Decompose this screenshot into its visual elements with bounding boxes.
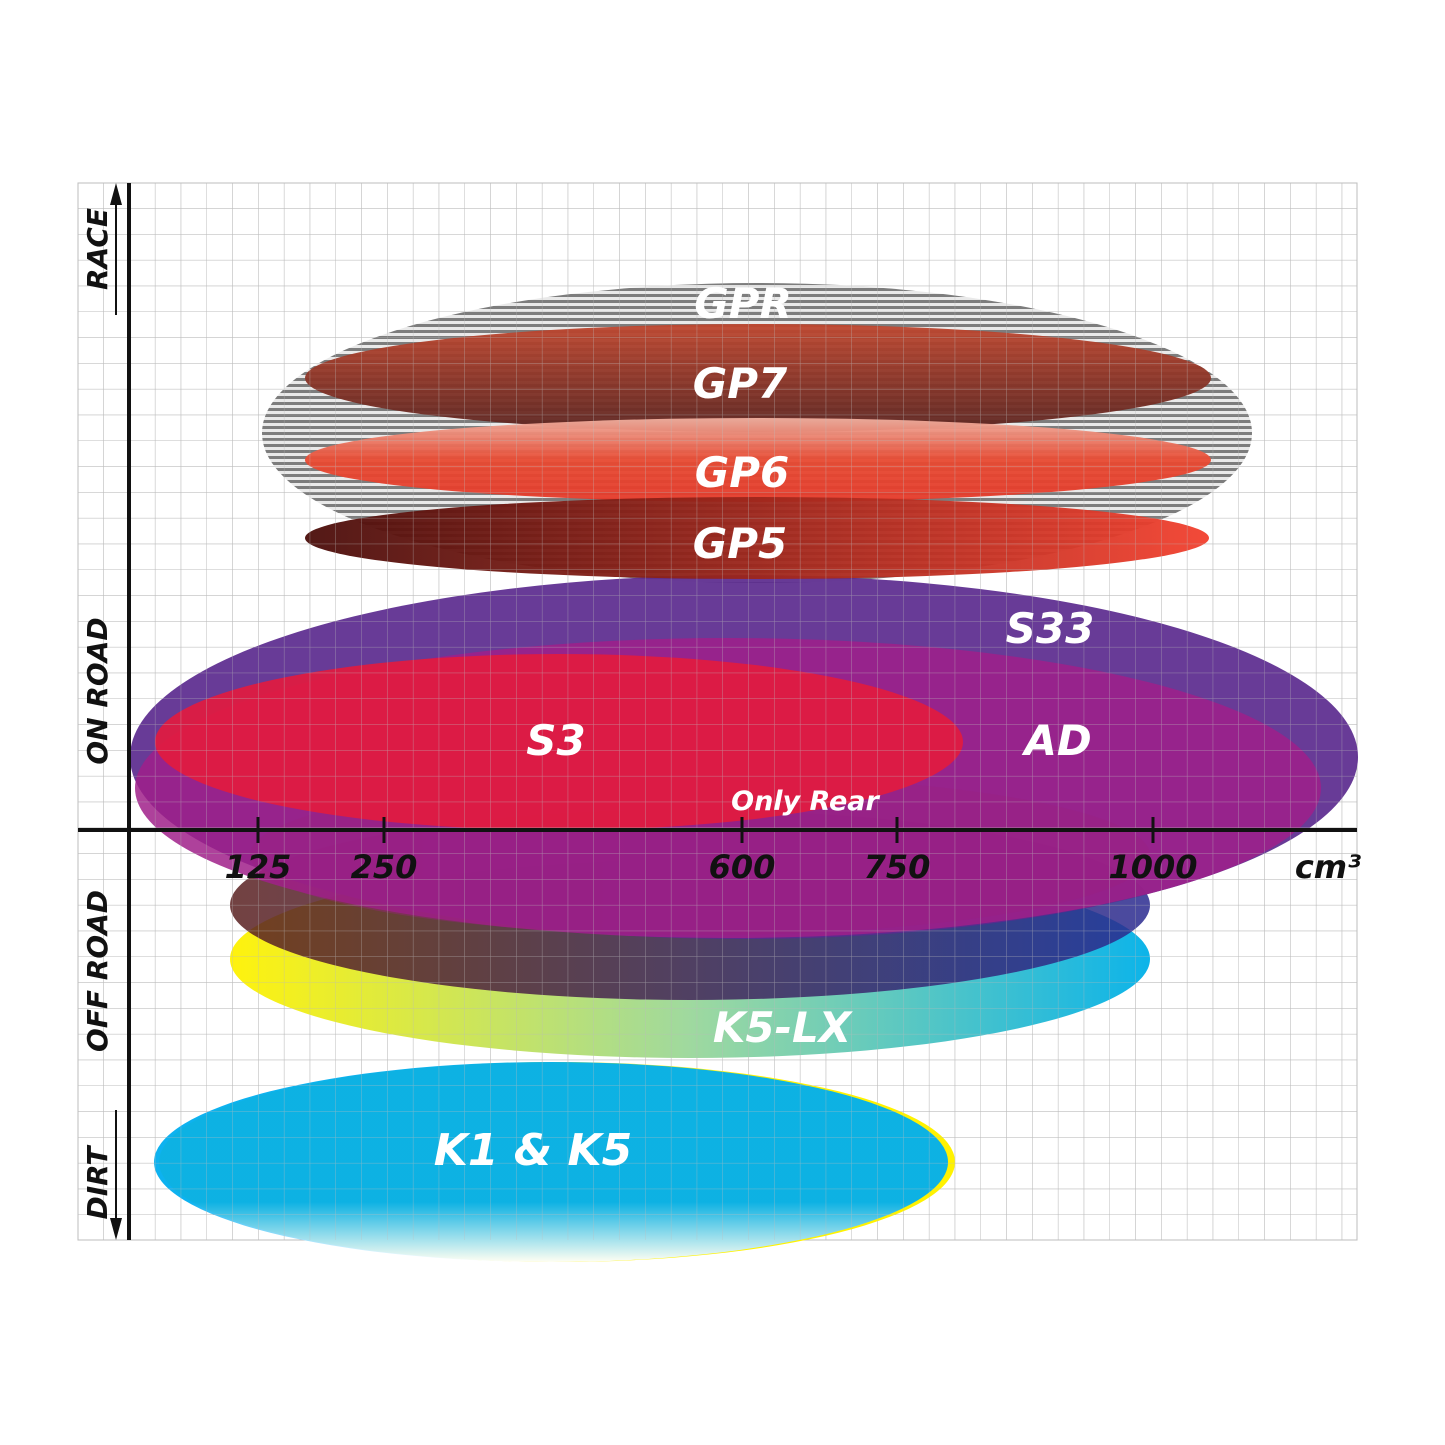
x-tick-label: 1000 [1108,848,1197,886]
y-label-on-road: ON ROAD [81,617,114,764]
x-tick-label: 600 [709,848,776,886]
label-gp6: GP6 [695,448,789,497]
x-tick-label: 250 [351,848,418,886]
grid-overlay [78,183,1357,1240]
x-tick-label: 125 [225,848,292,886]
label-gp7: GP7 [693,359,788,408]
label-gpr: GPR [694,279,792,328]
x-axis-unit: cm³ [1295,848,1361,886]
label-only-rear: Only Rear [731,786,880,817]
label-gp5: GP5 [693,519,787,568]
y-label-race: RACE [81,208,114,290]
y-label-off-road: OFF ROAD [81,890,114,1052]
up-arrow-icon [110,183,122,315]
label-k1-k5: K1 & K5 [434,1125,632,1176]
label-s3: S3 [526,716,585,765]
label-k5-lx: K5-LX [713,1003,854,1052]
label-ad: AD [1021,716,1091,765]
x-tick-label: 750 [864,848,931,886]
label-s33: S33 [1006,604,1095,653]
y-label-dirt: DIRT [81,1145,114,1220]
down-arrow-icon [110,1110,122,1240]
